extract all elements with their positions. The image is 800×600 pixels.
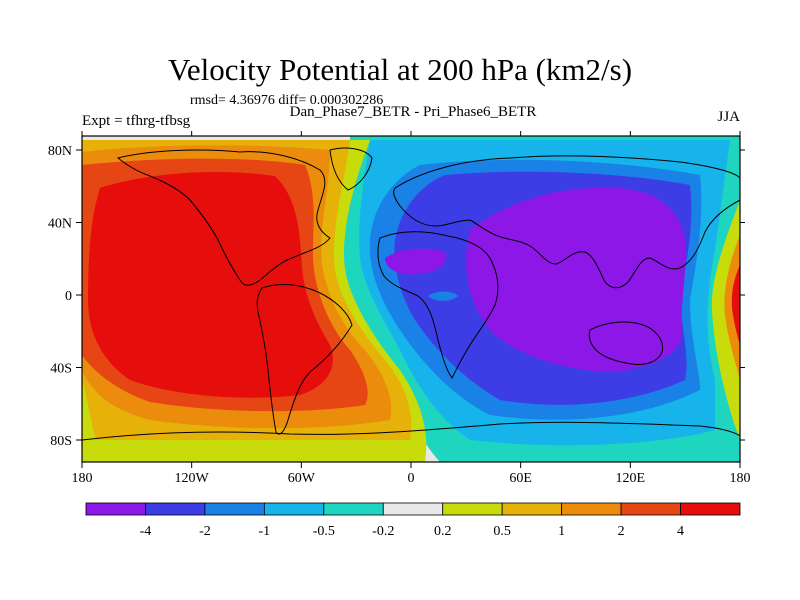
colorbar-label: 1 — [558, 524, 565, 539]
coast-australia — [588, 321, 664, 365]
colorbar: -4 -2 -1 -0.5 -0.2 0.2 0.5 1 2 4 — [85, 502, 741, 539]
colorbar-swatch — [442, 502, 503, 516]
y-tick-label: 0 — [65, 289, 72, 304]
chart-title: Velocity Potential at 200 hPa (km2/s) — [167, 52, 633, 87]
coast-eurasia — [393, 155, 740, 289]
colorbar-swatch — [85, 502, 146, 516]
colorbar-swatch — [561, 502, 622, 516]
coast-africa — [377, 231, 499, 379]
y-tick-label: 80S — [50, 434, 72, 449]
coast-north-america — [116, 149, 331, 286]
axes: 180 120W 60W 0 60E 120E 180 80N 40N 0 40S 80S — [48, 131, 751, 486]
contour-neg-4-west — [385, 248, 447, 275]
x-tick-label: 180 — [730, 471, 751, 486]
rmsd-stats: rmsd= 4.36976 diff= 0.000302286 — [190, 93, 384, 108]
colorbar-label: -0.2 — [372, 524, 394, 539]
coastlines — [82, 147, 740, 441]
y-tick-label: 40N — [48, 217, 72, 232]
y-tick-label: 40S — [50, 362, 72, 377]
season-label: JJA — [717, 109, 740, 125]
colorbar-label: 4 — [677, 524, 684, 539]
coast-south-america — [256, 284, 353, 435]
colorbar-label: -1 — [259, 524, 271, 539]
colorbar-label: -2 — [199, 524, 211, 539]
colorbar-swatch — [501, 502, 563, 516]
x-tick-label: 120E — [616, 471, 646, 486]
difference-label: Dan_Phase7_BETR - Pri_Phase6_BETR — [289, 104, 537, 120]
colorbar-swatch — [204, 502, 265, 516]
colorbar-label: 0.5 — [493, 524, 511, 539]
colorbar-label: 0.2 — [434, 524, 452, 539]
coast-antarctica — [82, 421, 740, 441]
coast-greenland — [329, 147, 373, 191]
colorbar-swatch — [145, 502, 206, 516]
contour-field — [82, 136, 740, 462]
x-tick-label: 120W — [175, 471, 210, 486]
y-tick-label: 80N — [48, 144, 72, 159]
colorbar-swatch — [680, 502, 741, 516]
colorbar-swatch — [382, 502, 444, 516]
contour-neg-blip — [428, 291, 458, 301]
colorbar-label: 2 — [618, 524, 625, 539]
x-tick-label: 60W — [288, 471, 316, 486]
contour-pos-east-4 — [731, 265, 740, 345]
x-tick-label: 180 — [72, 471, 93, 486]
experiment-label: Expt = tfhrg-tfbsg — [82, 113, 191, 129]
colorbar-swatch — [263, 502, 325, 516]
colorbar-swatch — [323, 502, 384, 516]
x-tick-label: 0 — [408, 471, 415, 486]
contour-pos-4 — [88, 172, 333, 398]
contour-neg-4 — [466, 187, 686, 372]
colorbar-label: -4 — [140, 524, 152, 539]
x-tick-label: 60E — [509, 471, 532, 486]
colorbar-label: -0.5 — [313, 524, 335, 539]
colorbar-swatch — [620, 502, 681, 516]
